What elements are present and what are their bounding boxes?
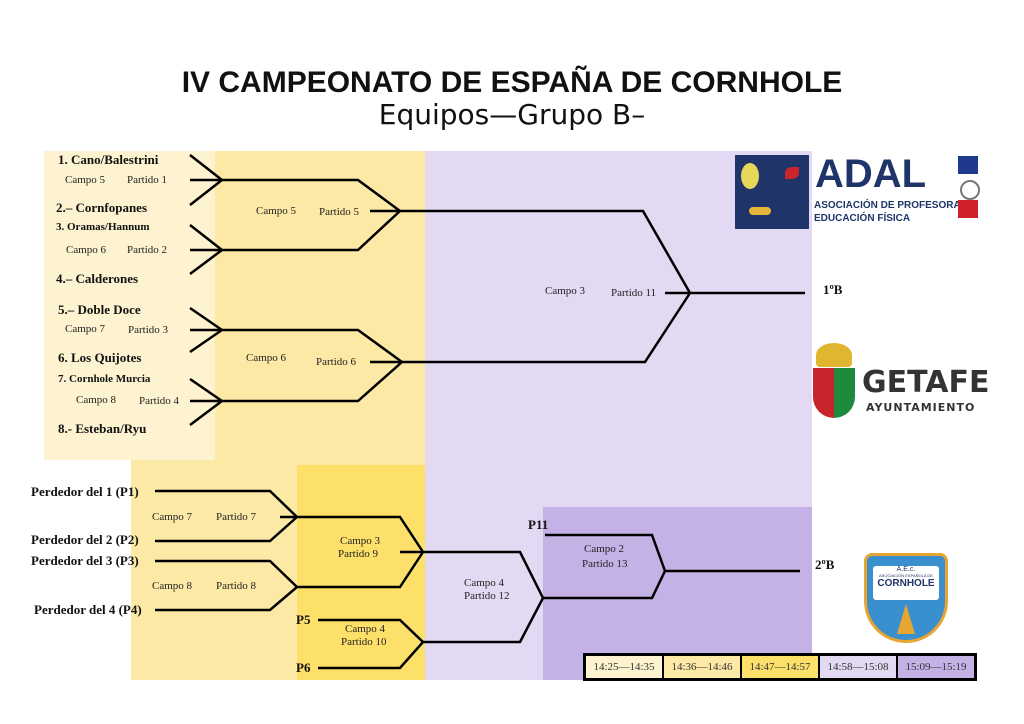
adal-logo-text: ADAL bbox=[815, 152, 927, 196]
time-legend: 14:25—14:35 14:36—14:46 14:47—14:57 14:5… bbox=[583, 653, 977, 681]
aec-logo-text: CORNHOLE bbox=[877, 578, 935, 589]
time-slot-5: 15:09—15:19 bbox=[898, 656, 974, 678]
match-field: Campo 6 bbox=[246, 352, 287, 364]
match-number: Partido 3 bbox=[128, 324, 169, 336]
match-field: Campo 8 bbox=[152, 580, 193, 592]
team-4: 4.– Calderones bbox=[56, 271, 139, 286]
getafe-logo-text: GETAFE bbox=[862, 365, 990, 400]
match-number: Partido 1 bbox=[127, 174, 168, 186]
time-slot-2: 14:36—14:46 bbox=[664, 656, 740, 678]
ref-p11: P11 bbox=[528, 517, 549, 532]
comunidad-madrid-flag-icon bbox=[958, 200, 978, 218]
match-field: Campo 6 bbox=[66, 244, 107, 256]
match-number: Partido 4 bbox=[139, 395, 180, 407]
match-number: Partido 2 bbox=[127, 244, 168, 256]
match-field: Campo 2 bbox=[584, 543, 625, 555]
match-field: Campo 4 bbox=[345, 623, 386, 635]
loser-1: Perdedor del 1 (P1) bbox=[31, 484, 139, 499]
team-5: 5.– Doble Doce bbox=[58, 302, 141, 317]
second-place: 2ºB bbox=[815, 557, 835, 572]
match-number: Partido 8 bbox=[216, 580, 257, 592]
match-number: Partido 7 bbox=[216, 511, 257, 523]
match-number: Partido 12 bbox=[464, 590, 510, 602]
loser-4: Perdedor del 4 (P4) bbox=[34, 602, 142, 617]
loser-2: Perdedor del 2 (P2) bbox=[31, 532, 139, 547]
match-number: Partido 6 bbox=[316, 356, 357, 368]
match-field: Campo 4 bbox=[464, 577, 505, 589]
page-subtitle: Equipos—Grupo B– bbox=[378, 98, 646, 131]
team-6: 6. Los Quijotes bbox=[58, 350, 142, 365]
team-2: 2.– Cornfopanes bbox=[56, 200, 148, 215]
getafe-shield-icon bbox=[813, 368, 855, 418]
adal-logo-image bbox=[735, 155, 809, 229]
team-8: 8.- Esteban/Ryu bbox=[58, 421, 147, 436]
aec-logo-shield: A.E.c. ASOCIACIÓN ESPAÑOLA DE CORNHOLE bbox=[864, 553, 948, 643]
match-field: Campo 3 bbox=[545, 285, 586, 297]
getafe-logo-subtitle: AYUNTAMIENTO bbox=[866, 401, 976, 414]
seal-icon bbox=[960, 180, 980, 200]
team-3: 3. Oramas/Hannum bbox=[56, 221, 150, 233]
bracket-line bbox=[189, 291, 805, 426]
match-field: Campo 3 bbox=[340, 535, 381, 547]
ref-p6: P6 bbox=[296, 660, 311, 675]
bracket-line bbox=[155, 489, 425, 612]
match-number: Partido 5 bbox=[319, 206, 360, 218]
team-1: 1. Cano/Balestrini bbox=[58, 152, 159, 167]
match-field: Campo 5 bbox=[65, 174, 106, 186]
bracket-line bbox=[318, 533, 800, 670]
ref-p5: P5 bbox=[296, 612, 311, 627]
match-number: Partido 10 bbox=[341, 636, 387, 648]
match-number: Partido 13 bbox=[582, 558, 628, 570]
aec-logo-subtitle: ASOCIACIÓN ESPAÑOLA DE bbox=[879, 573, 933, 578]
first-place: 1ºB bbox=[823, 282, 843, 297]
page-title: IV CAMPEONATO DE ESPAÑA DE CORNHOLE bbox=[181, 66, 843, 99]
loser-3: Perdedor del 3 (P3) bbox=[31, 553, 139, 568]
match-number: Partido 11 bbox=[611, 287, 657, 299]
bracket-line bbox=[189, 154, 692, 294]
time-slot-3: 14:47—14:57 bbox=[742, 656, 818, 678]
adal-logo-subtitle: EDUCACIÓN FÍSICA bbox=[814, 213, 911, 224]
round1-bg bbox=[44, 151, 215, 460]
match-field: Campo 8 bbox=[76, 394, 117, 406]
round3-bg bbox=[297, 465, 425, 680]
match-field: Campo 5 bbox=[256, 205, 297, 217]
match-field: Campo 7 bbox=[152, 511, 193, 523]
consolation-round1-bg bbox=[131, 460, 297, 680]
crown-icon bbox=[816, 343, 852, 367]
team-7: 7. Cornhole Murcia bbox=[58, 373, 151, 385]
eu-flag-icon bbox=[958, 156, 978, 174]
time-slot-1: 14:25—14:35 bbox=[586, 656, 662, 678]
time-slot-4: 14:58—15:08 bbox=[820, 656, 896, 678]
adal-logo-subtitle: ASOCIACIÓN DE PROFESORADO bbox=[814, 200, 976, 211]
match-number: Partido 9 bbox=[338, 548, 379, 560]
match-field: Campo 7 bbox=[65, 323, 106, 335]
aec-logo-initials: A.E.c. bbox=[896, 566, 916, 573]
